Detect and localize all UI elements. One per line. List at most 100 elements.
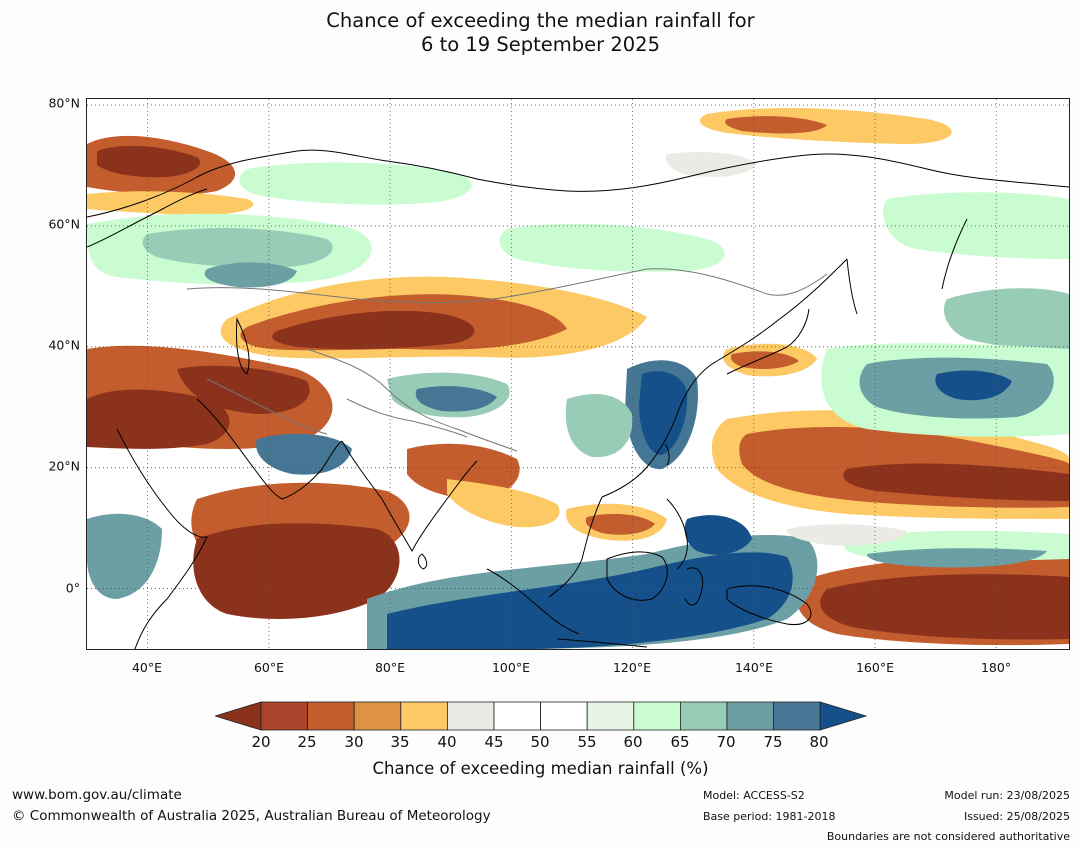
colorbar-label: Chance of exceeding median rainfall (%) [372, 759, 709, 778]
colorbar-tick: 45 [484, 733, 504, 751]
colorbar-tick: 65 [670, 733, 690, 751]
field-wet-east-china-core [639, 371, 688, 455]
coast-borneo [606, 551, 668, 601]
lat-label-40n: 40°N [48, 337, 80, 353]
field-dry-borneo [585, 513, 655, 535]
field-dry-middle-east-core [87, 365, 310, 449]
colorbar-segment [633, 701, 681, 731]
colorbar-tick: 80 [809, 733, 829, 751]
colorbar [215, 701, 867, 731]
colorbar-tick: 75 [763, 733, 783, 751]
colorbar-segment [726, 701, 774, 731]
field-dry-siberia-ne [725, 116, 827, 134]
colorbar-segment [540, 701, 588, 731]
colorbar-tick: 30 [344, 733, 364, 751]
lon-label-140e: 140°E [734, 660, 773, 675]
lat-label-60n: 60°N [48, 216, 80, 232]
colorbar-segment [493, 701, 541, 731]
colorbar-tick: 55 [577, 733, 597, 751]
map-title: Chance of exceeding the median rainfall … [0, 9, 1081, 57]
coast-africa [116, 428, 208, 649]
field-dry-south-pacific-core [820, 574, 1069, 640]
field-wet-arctic-sea [239, 162, 472, 205]
issued-text: Issued: 25/08/2025 [963, 810, 1070, 823]
coast-sulawesi [684, 567, 704, 606]
copyright-text: © Commonwealth of Australia 2025, Austra… [12, 808, 491, 824]
colorbar-extend-low [215, 701, 262, 731]
coast-caspian [236, 317, 250, 375]
field-neutral-siberia [665, 152, 757, 177]
field-wet-south-china [565, 394, 633, 458]
probability-fields [87, 107, 1069, 649]
lon-label-60e: 60°E [253, 660, 285, 675]
colorbar-tick: 50 [530, 733, 550, 751]
coastlines [87, 149, 1069, 649]
field-dry-central-asia-core [272, 310, 475, 350]
lon-label-180: 180° [980, 660, 1012, 675]
border-india-north [346, 398, 468, 438]
coast-sri-lanka [417, 553, 428, 570]
colorbar-tick: 40 [437, 733, 457, 751]
base-period-text: Base period: 1981-2018 [703, 810, 836, 823]
field-orange-arctic [87, 191, 254, 216]
field-wet-kazakh [204, 262, 297, 288]
field-wet-pacific-mid-deep [935, 370, 1012, 401]
colorbar-tick: 60 [623, 733, 643, 751]
lon-label-120e: 120°E [612, 660, 651, 675]
title-line-2: 6 to 19 September 2025 [421, 33, 660, 56]
colorbar-tick: 20 [251, 733, 271, 751]
field-wet-pacific-north [943, 288, 1069, 350]
coast-arctic [87, 149, 1069, 218]
field-wet-south-pacific-blue [867, 548, 1047, 568]
coast-arabia [196, 398, 343, 500]
field-wet-horn-africa [87, 513, 162, 599]
field-wet-east-russia [883, 192, 1069, 259]
coast-sumatra [486, 568, 580, 635]
coast-new-guinea [726, 585, 812, 626]
colorbar-tick: 70 [716, 733, 736, 751]
lat-label-20n: 20°N [48, 458, 80, 474]
colorbar-segment [353, 701, 402, 731]
title-line-1: Chance of exceeding the median rainfall … [326, 9, 755, 32]
lon-label-40e: 40°E [131, 660, 163, 675]
coast-philippines [666, 498, 688, 570]
colorbar-segment [446, 701, 495, 731]
coast-taiwan [664, 443, 670, 466]
colorbar-segment [586, 701, 635, 731]
colorbar-extend-high [819, 701, 867, 731]
lat-label-80n: 80°N [48, 95, 80, 111]
colorbar-segment [773, 701, 821, 731]
lon-label-80e: 80°E [374, 660, 406, 675]
field-dry-indian-ocean-west [193, 523, 400, 619]
lat-label-0: 0° [65, 580, 80, 596]
colorbar-segment [679, 701, 728, 731]
model-text: Model: ACCESS-S2 [703, 789, 805, 802]
border-china-west [306, 348, 518, 452]
field-orange-bay-bengal [447, 479, 560, 528]
field-wet-indonesia [387, 552, 793, 649]
colorbar-segment [400, 701, 448, 731]
colorbar-segment [260, 701, 308, 731]
rainfall-map [86, 98, 1070, 650]
coast-sakhalin [846, 258, 858, 315]
coast-indochina [548, 496, 603, 598]
field-wet-arabia [256, 433, 352, 475]
coast-india [341, 440, 478, 553]
border-middle-east [206, 378, 328, 435]
field-wet-mongolia [499, 223, 725, 272]
coast-east-asia [601, 258, 848, 498]
coast-japan [726, 308, 810, 375]
border-russia-south [186, 268, 828, 304]
field-dry-pacific-core [843, 463, 1069, 501]
coast-kamchatka [941, 218, 968, 290]
coast-java [556, 638, 648, 648]
field-wet-west-siberia-core [142, 227, 333, 268]
disclaimer-text: Boundaries are not considered authoritat… [826, 830, 1070, 843]
website-link[interactable]: www.bom.gov.au/climate [12, 787, 182, 803]
lon-label-160e: 160°E [855, 660, 894, 675]
colorbar-tick: 35 [390, 733, 410, 751]
field-wet-tibet-core [415, 386, 497, 412]
colorbar-tick: 25 [297, 733, 317, 751]
model-run-text: Model run: 23/08/2025 [944, 789, 1070, 802]
coast-scandinavia [87, 188, 208, 248]
